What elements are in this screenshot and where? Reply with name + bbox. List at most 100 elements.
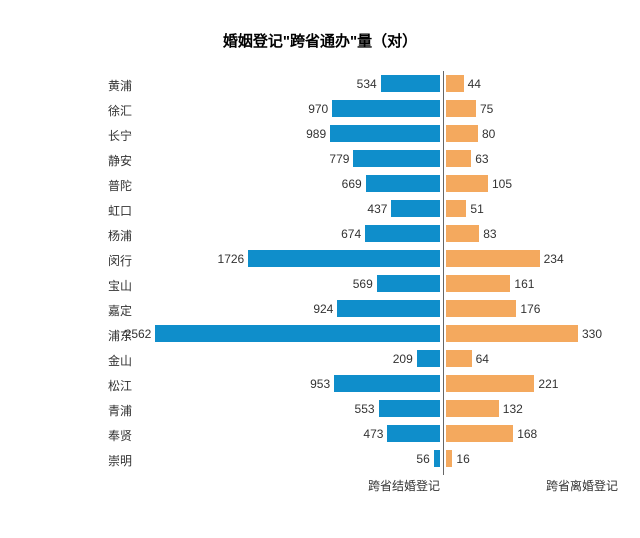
legend-right: 跨省离婚登记 <box>546 477 640 494</box>
right-bar-zone: 168 <box>446 425 586 442</box>
category-label: 杨浦 <box>20 227 138 244</box>
category-label: 宝山 <box>20 277 138 294</box>
chart-title: 婚姻登记"跨省通办"量（对） <box>20 30 620 51</box>
left-value: 674 <box>341 227 365 241</box>
right-bar: 168 <box>446 425 513 442</box>
right-bar: 63 <box>446 150 471 167</box>
legend-left: 跨省结婚登记 <box>320 477 440 494</box>
right-value: 63 <box>471 152 488 166</box>
right-bar-zone: 132 <box>446 400 586 417</box>
right-bar: 16 <box>446 450 452 467</box>
chart-row: 静安779 63 <box>20 146 620 171</box>
left-bar: 953 <box>334 375 440 392</box>
right-bar: 75 <box>446 100 476 117</box>
right-value: 221 <box>534 377 558 391</box>
left-bar: 970 <box>332 100 440 117</box>
right-bar-zone: 75 <box>446 100 586 117</box>
right-bar-zone: 63 <box>446 150 586 167</box>
right-value: 330 <box>578 327 602 341</box>
left-bar: 473 <box>387 425 440 442</box>
left-value: 953 <box>310 377 334 391</box>
right-bar: 234 <box>446 250 540 267</box>
category-label: 嘉定 <box>20 302 138 319</box>
left-bar: 2562 <box>155 325 440 342</box>
left-bar-zone: 779 <box>140 150 440 167</box>
left-value: 924 <box>313 302 337 316</box>
right-bar-zone: 64 <box>446 350 586 367</box>
right-value: 234 <box>540 252 564 266</box>
right-value: 80 <box>478 127 495 141</box>
right-bar-zone: 330 <box>446 325 586 342</box>
right-value: 176 <box>516 302 540 316</box>
category-label: 奉贤 <box>20 427 138 444</box>
right-bar-zone: 44 <box>446 75 586 92</box>
category-label: 静安 <box>20 152 138 169</box>
left-bar-zone: 953 <box>140 375 440 392</box>
right-bar: 105 <box>446 175 488 192</box>
right-value: 132 <box>499 402 523 416</box>
left-bar-zone: 1726 <box>140 250 440 267</box>
chart-row: 宝山 569 161 <box>20 271 620 296</box>
category-label: 虹口 <box>20 202 138 219</box>
left-value: 1726 <box>218 252 249 266</box>
left-bar-zone: 674 <box>140 225 440 242</box>
right-value: 83 <box>479 227 496 241</box>
right-value: 44 <box>464 77 481 91</box>
left-bar-zone: 553 <box>140 400 440 417</box>
left-bar: 924 <box>337 300 440 317</box>
right-bar-zone: 51 <box>446 200 586 217</box>
right-value: 51 <box>466 202 483 216</box>
left-bar-zone: 209 <box>140 350 440 367</box>
left-value: 209 <box>393 352 417 366</box>
right-bar: 51 <box>446 200 466 217</box>
left-bar-zone: 2562 <box>140 325 440 342</box>
right-bar-zone: 221 <box>446 375 586 392</box>
category-label: 金山 <box>20 352 138 369</box>
category-label: 闵行 <box>20 252 138 269</box>
right-bar: 83 <box>446 225 479 242</box>
right-bar: 221 <box>446 375 534 392</box>
right-value: 16 <box>452 452 469 466</box>
category-label: 普陀 <box>20 177 138 194</box>
right-bar: 330 <box>446 325 578 342</box>
right-bar-zone: 16 <box>446 450 586 467</box>
left-value: 989 <box>306 127 330 141</box>
category-label: 青浦 <box>20 402 138 419</box>
chart-row: 奉贤 473 168 <box>20 421 620 446</box>
left-value: 669 <box>342 177 366 191</box>
right-bar: 132 <box>446 400 499 417</box>
chart-container: 婚姻登记"跨省通办"量（对） 黄浦53444徐汇97075长宁98980静安77… <box>0 0 640 538</box>
right-bar-zone: 161 <box>446 275 586 292</box>
right-bar: 176 <box>446 300 516 317</box>
chart-row: 杨浦 674 83 <box>20 221 620 246</box>
chart-row: 徐汇97075 <box>20 96 620 121</box>
category-label: 浦东 <box>20 327 138 344</box>
left-value: 569 <box>353 277 377 291</box>
right-bar-zone: 80 <box>446 125 586 142</box>
left-value: 473 <box>363 427 387 441</box>
right-bar: 80 <box>446 125 478 142</box>
right-bar-zone: 105 <box>446 175 586 192</box>
chart-row: 嘉定 924 176 <box>20 296 620 321</box>
chart-row: 松江953221 <box>20 371 620 396</box>
category-label: 黄浦 <box>20 77 138 94</box>
right-bar-zone: 83 <box>446 225 586 242</box>
left-bar: 56 <box>434 450 440 467</box>
chart-row: 虹口 437 51 <box>20 196 620 221</box>
left-bar-zone: 473 <box>140 425 440 442</box>
left-bar-zone: 437 <box>140 200 440 217</box>
chart-row: 黄浦 534 44 <box>20 71 620 96</box>
left-bar: 569 <box>377 275 440 292</box>
left-bar: 437 <box>391 200 440 217</box>
category-label: 崇明 <box>20 452 138 469</box>
left-bar-zone: 970 <box>140 100 440 117</box>
left-bar: 209 <box>417 350 440 367</box>
right-value: 168 <box>513 427 537 441</box>
left-bar-zone: 924 <box>140 300 440 317</box>
left-bar-zone: 534 <box>140 75 440 92</box>
left-bar-zone: 569 <box>140 275 440 292</box>
right-bar: 161 <box>446 275 510 292</box>
left-bar: 674 <box>365 225 440 242</box>
right-bar: 64 <box>446 350 472 367</box>
left-bar: 534 <box>381 75 440 92</box>
